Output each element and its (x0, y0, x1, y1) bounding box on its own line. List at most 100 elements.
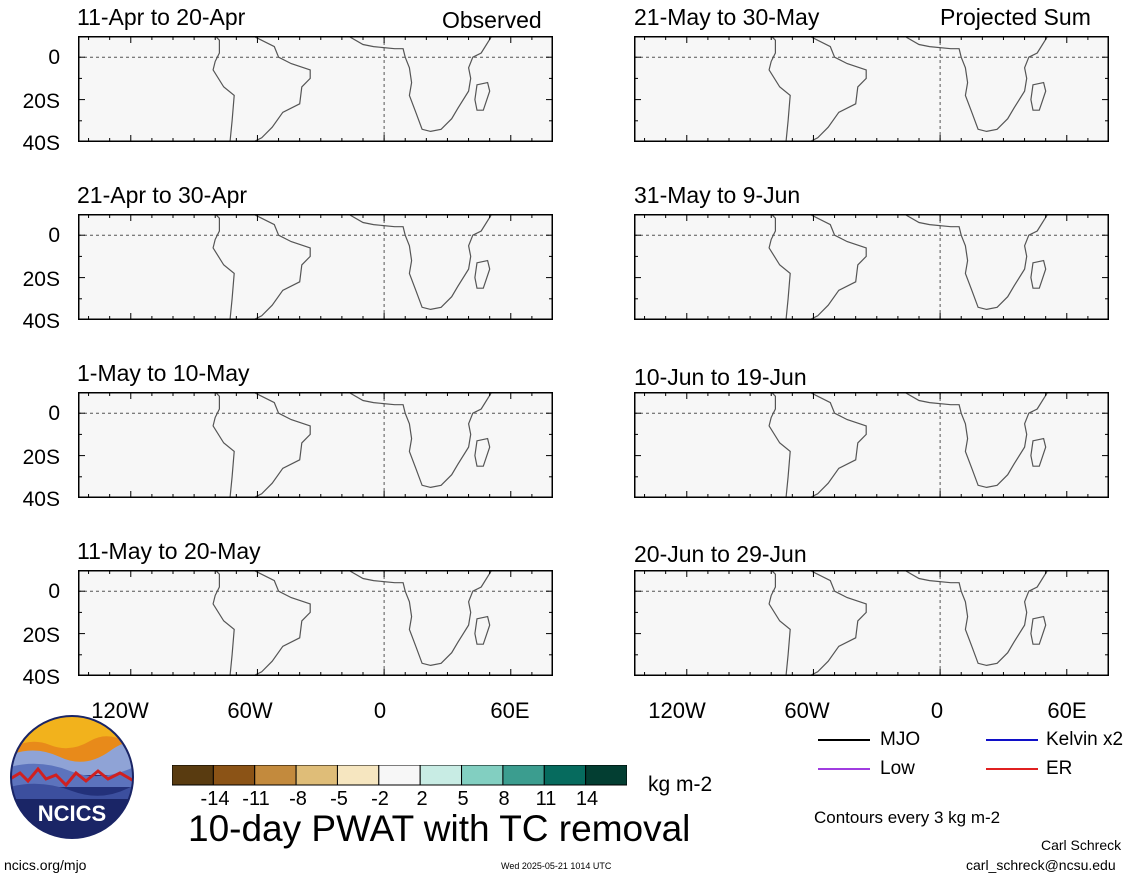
panel-title: 20-Jun to 29-Jun (634, 541, 807, 567)
er-legend-label: ER (1046, 758, 1073, 779)
colorbar-tick: -8 (289, 788, 307, 810)
map-background (634, 214, 1109, 320)
colorbar-tick: 2 (416, 788, 428, 810)
main-title: 10-day PWAT with TC removal (188, 808, 691, 849)
map-panel-svg (78, 570, 553, 676)
colorbar-swatch (419, 765, 463, 786)
lon-label: 0 (373, 698, 387, 723)
panel-title: 31-May to 9-Jun (634, 182, 801, 208)
madagascar-outline (474, 81, 491, 111)
colorbar-tick: -2 (371, 788, 389, 810)
south-america-outline (212, 570, 311, 676)
colorbar-tick: -5 (330, 788, 348, 810)
madagascar-outline (1030, 437, 1047, 467)
south-america-outline (768, 36, 867, 142)
lat-label: 0 (48, 224, 60, 247)
colorbar-swatch (543, 765, 587, 786)
low-legend-label: Low (880, 758, 915, 779)
contours-note: Contours every 3 kg m-2 (814, 808, 1001, 827)
africa-outline (902, 214, 1049, 311)
map-panel-svg (78, 36, 553, 142)
map-panel (634, 36, 1109, 142)
map-background (78, 214, 553, 320)
map-background (78, 570, 553, 676)
ncics-logo: NCICS (10, 715, 134, 839)
map-panel (634, 214, 1109, 320)
madagascar-outline (474, 259, 491, 289)
africa-outline (346, 570, 493, 667)
map-frame (634, 570, 1109, 676)
south-america-outline (212, 36, 311, 142)
colorbar-tick: 8 (498, 788, 510, 810)
kelvin-legend-line (986, 739, 1038, 741)
lat-label: 20S (22, 624, 60, 647)
lon-label: 60E (490, 698, 530, 723)
colorbar-swatch (502, 765, 545, 786)
lat-label: 20S (22, 90, 60, 113)
map-panel (634, 570, 1109, 676)
mjo-legend-label: MJO (880, 729, 921, 750)
panel-title: 21-May to 30-May (634, 4, 820, 30)
projected-label: Projected Sum (940, 4, 1091, 30)
map-panel-svg (634, 392, 1109, 498)
lat-label: 0 (48, 46, 60, 69)
lat-label: 40S (22, 488, 60, 511)
map-panel-svg (634, 36, 1109, 142)
logo-text: NCICS (38, 801, 106, 826)
colorbar-swatch (172, 765, 214, 786)
map-panel-svg (634, 570, 1109, 676)
colorbar-tick: 14 (575, 788, 599, 810)
colorbar-boxes (172, 765, 627, 786)
lat-label: 0 (48, 580, 60, 603)
colorbar-swatch (585, 765, 627, 786)
map-panel-svg (78, 392, 553, 498)
africa-outline (902, 392, 1049, 489)
africa-outline (346, 214, 493, 311)
lat-label: 0 (48, 402, 60, 425)
map-background (634, 36, 1109, 142)
africa-outline (346, 36, 493, 133)
map-background (78, 36, 553, 142)
map-frame (78, 214, 553, 320)
colorbar-swatch (378, 765, 421, 786)
map-frame (634, 214, 1109, 320)
panel-title: 1-May to 10-May (77, 360, 250, 386)
map-panel-svg (78, 214, 553, 320)
colorbar-swatch (336, 765, 380, 786)
colorbar-tick: -11 (242, 788, 270, 810)
lon-label: 60E (1047, 698, 1087, 723)
south-america-outline (768, 214, 867, 320)
colorbar-swatch (461, 765, 504, 786)
madagascar-outline (1030, 81, 1047, 111)
africa-outline (902, 36, 1049, 133)
panel-title: 10-Jun to 19-Jun (634, 364, 807, 390)
map-background (634, 570, 1109, 676)
colorbar-units: kg m-2 (648, 773, 713, 796)
map-panel (78, 36, 553, 142)
africa-outline (902, 570, 1049, 667)
map-background (634, 392, 1109, 498)
author: Carl Schreck (1041, 837, 1122, 853)
lat-label: 20S (22, 268, 60, 291)
panel-title: 11-Apr to 20-Apr (77, 4, 246, 30)
africa-outline (346, 392, 493, 489)
colorbar-swatch (254, 765, 297, 786)
colorbar-tick: -14 (200, 788, 230, 810)
panel-title: 21-Apr to 30-Apr (77, 182, 248, 208)
map-frame (634, 392, 1109, 498)
madagascar-outline (474, 437, 491, 467)
site-url: ncics.org/mjo (4, 857, 87, 873)
ncics-logo-icon: NCICS (10, 715, 134, 839)
lon-label: 120W (648, 698, 706, 723)
colorbar-swatch (212, 765, 256, 786)
lon-label: 60W (227, 698, 273, 723)
low-legend-line (818, 768, 870, 770)
lat-label: 40S (22, 666, 60, 689)
south-america-outline (768, 570, 867, 676)
email: carl_schreck@ncsu.edu (966, 857, 1116, 873)
lat-label: 40S (22, 310, 60, 333)
colorbar-swatch (295, 765, 338, 786)
colorbar-tick: 11 (535, 788, 557, 810)
south-america-outline (768, 392, 867, 498)
madagascar-outline (474, 615, 491, 645)
